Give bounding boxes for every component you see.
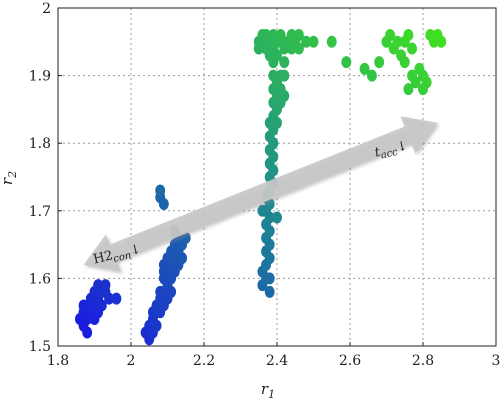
data-point <box>341 56 352 69</box>
data-point <box>436 35 447 48</box>
data-point <box>100 279 111 292</box>
data-point <box>399 56 410 69</box>
data-point <box>293 29 304 42</box>
data-point <box>403 83 414 96</box>
arrow-shape <box>83 116 438 272</box>
x-tick-label: 2.8 <box>412 353 434 369</box>
data-point <box>264 238 275 251</box>
data-point <box>279 69 290 82</box>
data-point <box>151 319 162 332</box>
data-point <box>392 35 403 48</box>
y-tick-label: 1.7 <box>29 204 51 220</box>
data-point <box>268 137 279 150</box>
x-tick-label: 3 <box>492 353 500 369</box>
double-arrow <box>83 116 438 272</box>
annotation-h2con: H2con↓ <box>92 242 143 269</box>
data-point <box>308 35 319 48</box>
y-tick-label: 1.5 <box>29 339 51 355</box>
data-point <box>180 231 191 244</box>
data-point <box>279 89 290 102</box>
x-tick-label: 2 <box>127 353 136 369</box>
data-point <box>264 211 275 224</box>
y-tick-label: 1.8 <box>29 136 51 152</box>
data-point <box>279 56 290 69</box>
data-point <box>104 292 115 305</box>
data-point <box>264 225 275 238</box>
data-point <box>158 258 169 271</box>
y-axis-label: r2 <box>0 171 19 185</box>
y-tick-label: 2 <box>42 1 51 17</box>
data-point <box>407 42 418 55</box>
x-tick-label: 2.6 <box>339 353 361 369</box>
data-point <box>293 42 304 55</box>
data-point <box>385 29 396 42</box>
data-point <box>82 326 93 339</box>
annotation-tacc: tacc↓ <box>373 139 409 163</box>
data-point <box>359 62 370 75</box>
x-tick-label: 2.4 <box>266 353 288 369</box>
data-point <box>366 69 377 82</box>
data-points <box>74 29 447 346</box>
data-point <box>272 49 282 62</box>
x-tick-label: 2.2 <box>193 353 215 369</box>
data-point <box>155 184 166 197</box>
y-tick-label: 1.9 <box>29 69 51 85</box>
data-point <box>301 35 312 48</box>
data-point <box>264 285 275 298</box>
data-point <box>403 29 414 42</box>
data-point <box>89 312 100 325</box>
data-point <box>158 198 169 211</box>
data-point <box>421 76 432 89</box>
y-tick-label: 1.6 <box>29 271 51 287</box>
data-point <box>257 204 268 217</box>
data-point <box>264 252 275 265</box>
data-point <box>275 29 286 42</box>
axis-ticks: 1.8 2 2.2 2.4 2.6 2.8 3 1.5 1.6 1.7 1.8 1.9 2 <box>29 1 500 369</box>
data-point <box>111 292 122 305</box>
x-axis-label: r1 <box>261 380 275 401</box>
data-point <box>261 272 272 285</box>
data-point <box>268 164 279 177</box>
data-point <box>268 150 279 163</box>
data-point <box>177 252 188 265</box>
data-point <box>96 299 107 312</box>
data-point <box>78 299 89 312</box>
data-point <box>410 76 421 89</box>
data-point <box>166 285 177 298</box>
data-point <box>272 116 282 129</box>
data-point <box>326 35 337 48</box>
data-point <box>264 198 275 211</box>
x-tick-label: 1.8 <box>47 353 69 369</box>
data-point <box>272 211 282 224</box>
data-point <box>374 56 385 69</box>
